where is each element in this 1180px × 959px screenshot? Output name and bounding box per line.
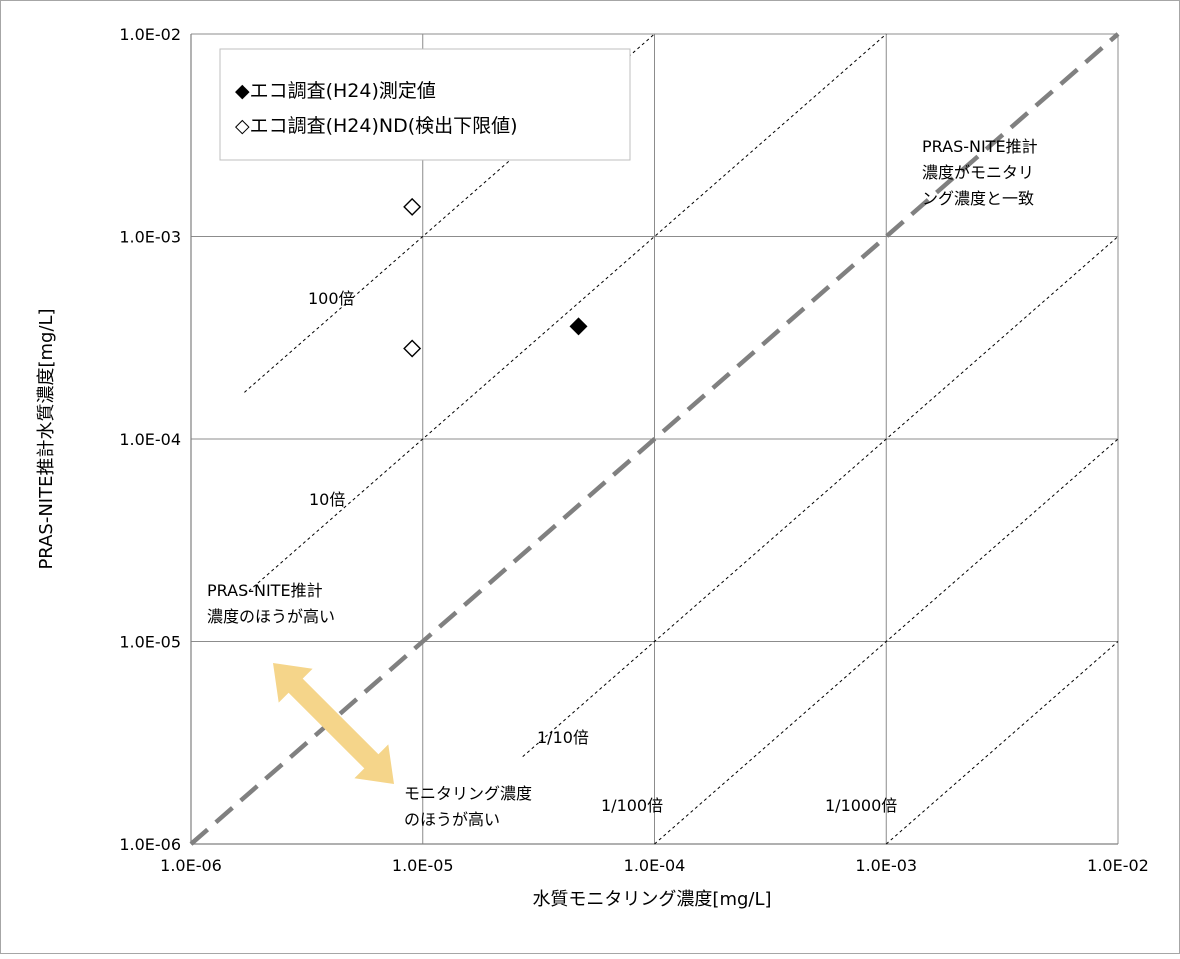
- reference-line: [244, 33, 887, 596]
- legend-item-nd: ◇エコ調査(H24)ND(検出下限値): [235, 115, 518, 137]
- annotation-text: PRAS-NITE推計: [207, 581, 323, 600]
- legend-item-measured: ◆エコ調査(H24)測定値: [235, 80, 436, 102]
- y-tick-label: 1.0E-06: [119, 835, 181, 854]
- reference-line: [885, 641, 1119, 845]
- reference-line: [654, 438, 1119, 845]
- reference-line-label: 100倍: [308, 289, 355, 308]
- annotation-text: モニタリング濃度: [404, 784, 532, 803]
- equal-line: [189, 32, 1120, 846]
- reference-line: [244, 33, 655, 393]
- y-tick-label: 1.0E-05: [119, 633, 181, 652]
- annotations: PRAS-NITE推計濃度がモニタリング濃度と一致PRAS-NITE推計濃度のほ…: [207, 137, 1038, 829]
- tick-labels: 1.0E-06 1.0E-05 1.0E-04 1.0E-03 1.0E-02 1.0E-…: [119, 25, 1149, 875]
- x-tick-label: 1.0E-06: [160, 856, 222, 875]
- annotation-text: PRAS-NITE推計: [922, 137, 1038, 156]
- y-tick-label: 1.0E-04: [119, 430, 181, 449]
- y-tick-label: 1.0E-02: [119, 25, 181, 44]
- direction-arrow-icon: [273, 663, 394, 784]
- legend: ◆エコ調査(H24)測定値 ◇エコ調査(H24)ND(検出下限値): [219, 48, 631, 161]
- y-axis-title: PRAS-NITE推計水質濃度[mg/L]: [36, 308, 57, 569]
- legend-box: [219, 48, 631, 161]
- reference-line-label: 1/100倍: [601, 796, 663, 815]
- reference-line-label: 1/10倍: [537, 728, 589, 747]
- annotation-text: ング濃度と一致: [922, 189, 1034, 208]
- x-tick-label: 1.0E-03: [855, 856, 917, 875]
- annotation-text: のほうが高い: [404, 810, 500, 829]
- reference-lines: 100倍 10倍 1/10倍 1/100倍 1/1000倍: [189, 32, 1120, 846]
- data-points: [403, 197, 588, 358]
- x-tick-label: 1.0E-05: [392, 856, 454, 875]
- x-axis-title: 水質モニタリング濃度[mg/L]: [532, 889, 771, 910]
- double-arrow-shape: [273, 663, 394, 784]
- y-tick-label: 1.0E-03: [119, 228, 181, 247]
- reference-line-label: 1/1000倍: [825, 796, 897, 815]
- data-point-measured: [569, 317, 588, 336]
- reference-line-label: 10倍: [309, 490, 345, 509]
- x-tick-label: 1.0E-02: [1087, 856, 1149, 875]
- reference-line: [522, 236, 1119, 758]
- data-point-nd: [403, 197, 422, 216]
- annotation-text: 濃度がモニタリ: [922, 163, 1034, 182]
- annotation-text: 濃度のほうが高い: [207, 607, 335, 626]
- x-tick-label: 1.0E-04: [624, 856, 686, 875]
- data-point-nd: [403, 339, 422, 358]
